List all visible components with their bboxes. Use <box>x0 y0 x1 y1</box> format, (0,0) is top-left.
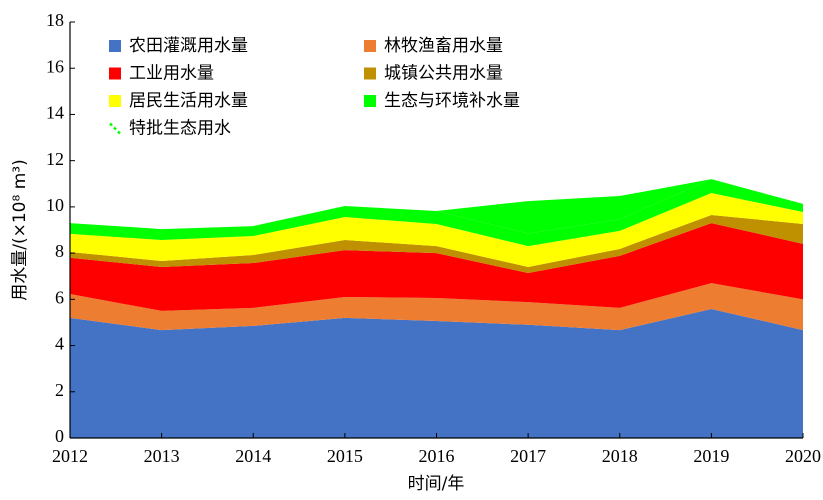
area <box>70 193 803 267</box>
legend-marker <box>364 40 376 52</box>
legend-label: 特批生态用水 <box>129 119 231 139</box>
legend-label: 林牧渔畜用水量 <box>384 36 503 56</box>
legend-label: 工业用水量 <box>129 64 214 84</box>
y-tick-label: 6 <box>55 287 64 307</box>
legend-label: 农田灌溉用水量 <box>129 36 248 56</box>
legend-marker <box>109 122 113 127</box>
x-tick-label: 2017 <box>510 446 546 466</box>
x-tick-label: 2015 <box>327 446 363 466</box>
legend-label: 城镇公共用水量 <box>384 64 503 84</box>
x-tick-label: 2014 <box>235 446 271 466</box>
legend-marker <box>109 40 121 52</box>
x-tick-label: 2016 <box>419 446 455 466</box>
legend-marker <box>117 130 121 135</box>
x-tick-label: 2013 <box>144 446 180 466</box>
x-axis-label: 时间/年 <box>408 474 465 494</box>
y-tick-label: 12 <box>46 149 64 169</box>
x-tick-label: 2018 <box>602 446 638 466</box>
legend-marker <box>109 95 121 107</box>
area <box>70 214 803 273</box>
y-tick-label: 14 <box>46 103 64 123</box>
y-tick-label: 8 <box>55 241 64 261</box>
area <box>70 223 803 311</box>
y-tick-label: 10 <box>46 195 64 215</box>
legend-label: 居民生活用水量 <box>129 91 248 111</box>
y-tick-label: 16 <box>46 56 64 76</box>
legend-marker <box>109 67 121 80</box>
legend-marker <box>113 126 117 131</box>
y-tick-label: 2 <box>55 380 64 400</box>
x-tick-label: 2019 <box>693 446 729 466</box>
legend-marker <box>364 67 376 80</box>
y-tick-label: 4 <box>55 334 64 354</box>
legend-label: 生态与环境补水量 <box>384 91 520 111</box>
y-tick-label: 18 <box>46 10 64 30</box>
y-axis-label: 用水量/(×10⁸ m³) <box>10 159 30 300</box>
area <box>70 179 803 247</box>
area <box>70 283 803 331</box>
y-tick-label: 0 <box>55 426 64 446</box>
area <box>70 309 803 438</box>
x-tick-label: 2020 <box>785 446 821 466</box>
legend-marker <box>364 95 376 107</box>
x-tick-label: 2012 <box>52 446 88 466</box>
